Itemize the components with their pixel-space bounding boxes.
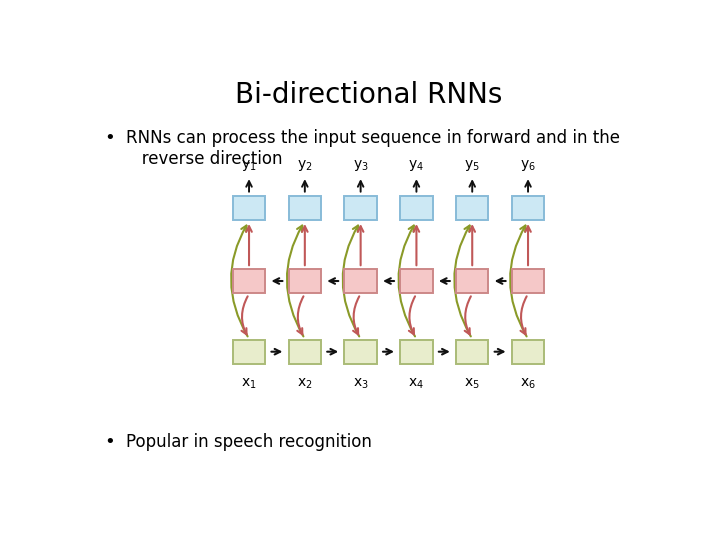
FancyBboxPatch shape [400, 196, 433, 220]
FancyBboxPatch shape [344, 340, 377, 364]
Text: x$_4$: x$_4$ [408, 376, 424, 390]
FancyBboxPatch shape [233, 269, 265, 293]
FancyBboxPatch shape [400, 269, 433, 293]
Text: x$_2$: x$_2$ [297, 376, 312, 390]
FancyBboxPatch shape [344, 196, 377, 220]
FancyBboxPatch shape [289, 340, 321, 364]
FancyBboxPatch shape [456, 269, 488, 293]
FancyBboxPatch shape [456, 196, 488, 220]
FancyBboxPatch shape [289, 196, 321, 220]
Text: Popular in speech recognition: Popular in speech recognition [126, 433, 372, 451]
FancyBboxPatch shape [456, 340, 488, 364]
Text: Bi-directional RNNs: Bi-directional RNNs [235, 82, 503, 110]
FancyBboxPatch shape [344, 269, 377, 293]
Text: •: • [104, 129, 114, 147]
FancyBboxPatch shape [233, 196, 265, 220]
FancyBboxPatch shape [512, 196, 544, 220]
FancyBboxPatch shape [289, 269, 321, 293]
Text: y$_3$: y$_3$ [353, 158, 369, 173]
FancyBboxPatch shape [512, 340, 544, 364]
Text: x$_1$: x$_1$ [241, 376, 257, 390]
Text: x$_6$: x$_6$ [520, 376, 536, 390]
FancyBboxPatch shape [512, 269, 544, 293]
Text: y$_2$: y$_2$ [297, 158, 312, 173]
Text: y$_4$: y$_4$ [408, 158, 424, 173]
FancyBboxPatch shape [233, 340, 265, 364]
Text: x$_5$: x$_5$ [464, 376, 480, 390]
Text: y$_6$: y$_6$ [520, 158, 536, 173]
Text: •: • [104, 433, 114, 451]
FancyBboxPatch shape [400, 340, 433, 364]
Text: y$_1$: y$_1$ [241, 158, 257, 173]
Text: y$_5$: y$_5$ [464, 158, 480, 173]
Text: x$_3$: x$_3$ [353, 376, 369, 390]
Text: RNNs can process the input sequence in forward and in the
   reverse direction: RNNs can process the input sequence in f… [126, 129, 620, 168]
